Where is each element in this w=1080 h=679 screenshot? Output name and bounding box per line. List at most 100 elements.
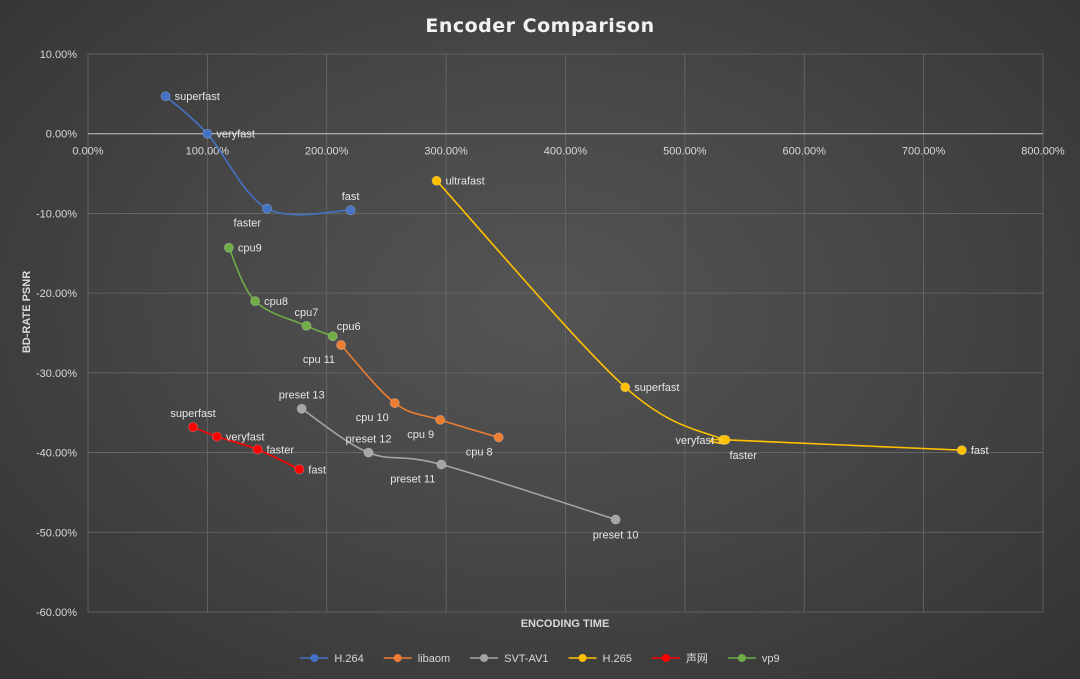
data-label: veryfast: [676, 435, 715, 447]
data-point: [211, 431, 222, 442]
legend-marker: [578, 654, 587, 662]
data-label: cpu 9: [407, 429, 434, 441]
x-tick-label: 400.00%: [544, 146, 588, 158]
legend-item: vp9: [727, 653, 780, 665]
data-point: [160, 91, 171, 102]
series-声网: [188, 422, 305, 475]
data-point: [250, 296, 261, 307]
data-label: faster: [234, 218, 262, 230]
data-point: [188, 422, 199, 433]
data-label: veryfast: [226, 432, 265, 444]
legend-item: 声网: [651, 651, 708, 665]
legend-marker: [737, 654, 746, 662]
gridlines: [87, 53, 1044, 613]
legend-label: 声网: [686, 651, 708, 665]
legend: H.264 libaom SVT-AV1 H.265 声网 vp9: [300, 651, 780, 665]
data-point: [223, 242, 234, 253]
data-label: superfast: [634, 382, 679, 394]
series-line: [301, 408, 616, 521]
legend-marker: [393, 654, 402, 662]
y-tick-label: -60.00%: [36, 607, 77, 619]
data-point: [262, 203, 273, 214]
legend-marker: [661, 654, 670, 662]
data-label: faster: [267, 444, 295, 456]
data-label: cpu 11: [303, 354, 335, 366]
data-point: [327, 331, 338, 342]
data-point: [252, 444, 263, 455]
series-line: [340, 344, 499, 439]
x-tick-label: 500.00%: [663, 146, 707, 158]
data-point: [493, 432, 504, 443]
data-point: [620, 382, 631, 393]
legend-label: vp9: [762, 653, 780, 665]
legend-item: H.264: [300, 653, 364, 665]
data-point: [389, 398, 400, 409]
y-tick-label: -40.00%: [36, 448, 77, 460]
data-point: [720, 434, 731, 445]
chart-title: Encoder Comparison: [425, 15, 654, 37]
data-point: [363, 447, 374, 458]
data-label: cpu8: [264, 296, 288, 308]
legend-marker: [310, 654, 319, 662]
legend-label: libaom: [418, 653, 450, 665]
series-line: [228, 247, 333, 337]
legend-label: SVT-AV1: [504, 653, 548, 665]
x-tick-label: 200.00%: [305, 146, 349, 158]
series-H.265: [431, 175, 967, 456]
data-label: preset 12: [346, 434, 392, 446]
data-label: preset 13: [279, 390, 325, 402]
data-point: [345, 205, 356, 216]
data-label: cpu9: [238, 243, 262, 255]
y-tick-label: 10.00%: [40, 49, 78, 61]
data-point: [336, 339, 347, 350]
y-tick-label: -30.00%: [36, 368, 77, 380]
data-point: [435, 414, 446, 425]
data-label: preset 11: [390, 474, 435, 486]
data-label: cpu 10: [356, 412, 389, 424]
legend-item: H.265: [568, 653, 632, 665]
data-label: fast: [342, 191, 360, 203]
data-point: [301, 320, 312, 331]
series-group: [160, 91, 967, 525]
data-label: fast: [971, 445, 989, 457]
series-line: [165, 95, 351, 216]
y-tick-label: 0.00%: [46, 129, 77, 141]
data-label: faster: [729, 450, 757, 462]
x-tick-label: 600.00%: [783, 146, 827, 158]
data-label: cpu7: [295, 307, 319, 319]
x-tick-label: 700.00%: [902, 146, 946, 158]
legend-marker: [480, 654, 489, 662]
data-point: [296, 403, 307, 414]
data-label: ultrafast: [446, 176, 485, 188]
axes: 0.00% 100.00% 200.00% 300.00% 400.00% 500.00%…: [36, 49, 1065, 619]
data-point: [956, 445, 967, 456]
x-tick-label: 800.00%: [1021, 146, 1065, 158]
y-tick-label: -50.00%: [36, 527, 77, 539]
series-libaom: [336, 339, 504, 443]
legend-label: H.264: [334, 653, 363, 665]
series-line: [436, 180, 962, 451]
data-point: [294, 464, 305, 475]
data-label: veryfast: [216, 129, 255, 141]
x-axis-title: ENCODING TIME: [521, 618, 610, 630]
legend-item: libaom: [383, 653, 450, 665]
data-label: preset 10: [593, 530, 639, 542]
data-label: superfast: [175, 91, 220, 103]
data-point: [610, 514, 621, 525]
x-tick-label: 0.00%: [72, 146, 103, 158]
series-SVT-AV1: [296, 403, 621, 525]
y-tick-label: -20.00%: [36, 288, 77, 300]
y-tick-label: -10.00%: [36, 208, 77, 220]
data-point: [202, 128, 213, 139]
y-axis-title: BD-RATE PSNR: [21, 271, 33, 353]
data-point: [431, 175, 442, 186]
data-label: cpu 8: [466, 446, 493, 458]
data-label: fast: [308, 464, 326, 476]
data-label: cpu6: [337, 321, 361, 333]
x-tick-label: 300.00%: [424, 146, 468, 158]
series-vp9: [223, 242, 338, 342]
data-label: superfast: [170, 408, 215, 420]
legend-item: SVT-AV1: [470, 653, 549, 665]
